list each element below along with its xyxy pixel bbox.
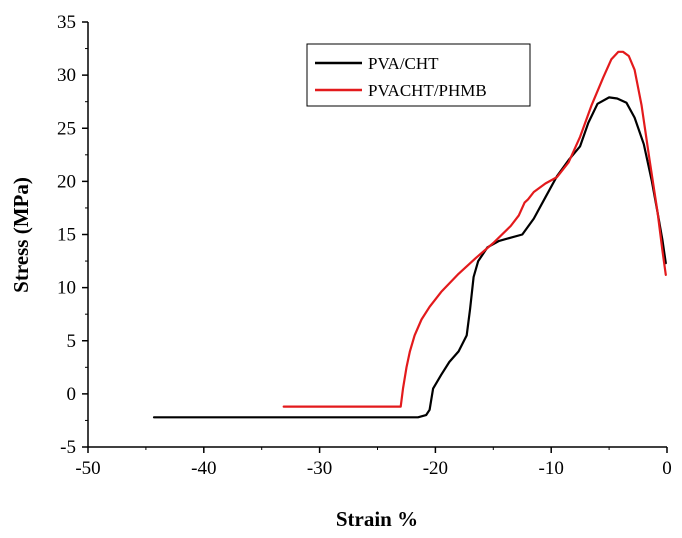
y-tick-label: -5: [60, 437, 76, 458]
x-tick-label: -50: [75, 458, 100, 479]
x-tick-label: -10: [539, 458, 564, 479]
series-line-pva-cht: [152, 96, 667, 419]
x-tick-label: -30: [307, 458, 332, 479]
y-axis-title: Stress (MPa): [9, 177, 33, 293]
y-tick-label: 20: [57, 171, 76, 192]
series-line-pvacht-phmb: [282, 50, 667, 408]
x-axis-title: Strain %: [336, 507, 418, 531]
y-tick-label: 0: [67, 384, 77, 405]
y-tick-label: 5: [67, 331, 77, 352]
series-layer: [152, 50, 667, 419]
legend: PVA/CHT PVACHT/PHMB: [306, 43, 531, 107]
legend-label-pvacht-phmb: PVACHT/PHMB: [368, 81, 487, 100]
legend-label-pva-cht: PVA/CHT: [368, 54, 439, 73]
y-tick-label: 10: [57, 278, 76, 299]
x-tick-label: -20: [423, 458, 448, 479]
x-tick-label: 0: [662, 458, 672, 479]
y-tick-label: 25: [57, 118, 76, 139]
y-tick-label: 30: [57, 65, 76, 86]
y-tick-label: 35: [57, 12, 76, 33]
x-tick-label: -40: [191, 458, 216, 479]
y-tick-label: 15: [57, 225, 76, 246]
legend-box: [306, 43, 531, 107]
